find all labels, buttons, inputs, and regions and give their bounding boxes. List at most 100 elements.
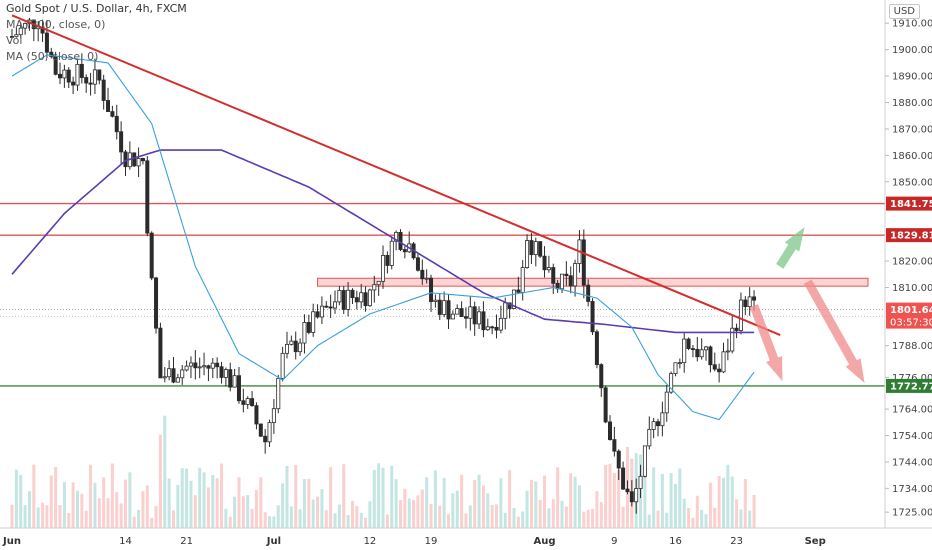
volume-bar bbox=[368, 501, 372, 528]
volume-bar bbox=[302, 479, 306, 528]
candle-body bbox=[603, 387, 608, 423]
volume-bar bbox=[106, 498, 110, 528]
volume-bar bbox=[163, 415, 167, 528]
volume-bar bbox=[704, 514, 708, 528]
time-tick-label: 16 bbox=[669, 536, 682, 547]
candle-body bbox=[629, 491, 634, 503]
volume-bar bbox=[115, 492, 119, 528]
candle-body bbox=[136, 158, 141, 167]
candle-body bbox=[647, 429, 652, 447]
price-tick-label: 1810.00 bbox=[892, 283, 932, 294]
volume-bar bbox=[551, 499, 555, 528]
candle-body bbox=[730, 327, 735, 352]
candle-body bbox=[507, 302, 512, 309]
candle-body bbox=[350, 289, 355, 299]
volume-bar bbox=[621, 506, 625, 528]
candle-body bbox=[162, 376, 167, 379]
volume-bar bbox=[32, 464, 36, 528]
candle-body bbox=[752, 296, 757, 301]
price-tick-label: 1910.00 bbox=[892, 19, 932, 30]
label-resistance-1: 1841.75 bbox=[890, 199, 932, 210]
label-resistance-2: 1829.81 bbox=[890, 231, 932, 242]
volume-bar bbox=[534, 481, 538, 528]
candle-body bbox=[437, 299, 442, 315]
candle-body bbox=[306, 322, 311, 333]
candle-body bbox=[106, 100, 111, 112]
candle-body bbox=[9, 36, 14, 38]
volume-bar bbox=[241, 496, 245, 528]
candle-body bbox=[498, 317, 503, 331]
volume-bar bbox=[150, 517, 154, 528]
resistance-zone bbox=[317, 277, 869, 287]
candle-body bbox=[586, 284, 591, 302]
candle-body bbox=[367, 289, 372, 307]
volume-bar bbox=[19, 475, 23, 528]
price-tick-label: 1725.00 bbox=[892, 508, 932, 519]
volume-bar bbox=[84, 510, 88, 528]
volume-bar bbox=[259, 477, 263, 528]
candle-body bbox=[376, 280, 381, 286]
arrow-up-shape bbox=[776, 227, 805, 269]
candle-body bbox=[381, 255, 386, 282]
legend-ma50: MA (50, close, 0) bbox=[6, 50, 99, 63]
price-tick-label: 1860.00 bbox=[892, 151, 932, 162]
volume-bar bbox=[333, 513, 337, 528]
volume-bar bbox=[573, 476, 577, 528]
candle-body bbox=[525, 240, 530, 268]
candle-body bbox=[44, 32, 49, 53]
volume-bar bbox=[429, 503, 433, 528]
candle-body bbox=[546, 267, 551, 271]
candle-body bbox=[363, 292, 368, 307]
time-tick-label: 9 bbox=[611, 536, 617, 547]
volume-bar bbox=[206, 487, 210, 528]
candle-body bbox=[359, 292, 364, 303]
candle-body bbox=[372, 284, 377, 291]
candle-body bbox=[23, 23, 28, 29]
candle-body bbox=[71, 81, 76, 86]
candle-body bbox=[271, 408, 276, 423]
candle-body bbox=[468, 306, 473, 319]
volume-bar bbox=[176, 484, 180, 528]
volume-bar bbox=[708, 482, 712, 528]
volume-bar bbox=[350, 501, 354, 528]
candle-body bbox=[154, 277, 159, 329]
label-resistance-1-bg bbox=[886, 196, 932, 211]
candle-body bbox=[402, 249, 407, 253]
volume-bar bbox=[211, 474, 215, 528]
volume-bar bbox=[695, 495, 699, 528]
price-tick-label: 1734.00 bbox=[892, 484, 932, 495]
volume-bar bbox=[102, 477, 106, 528]
volume-bar bbox=[294, 464, 298, 528]
candle-body bbox=[529, 240, 534, 256]
volume-bar bbox=[560, 500, 564, 528]
candle-body bbox=[690, 348, 695, 350]
volume-bar bbox=[154, 506, 158, 528]
volume-bar bbox=[556, 467, 560, 528]
volume-bar bbox=[359, 512, 363, 528]
volume-bar bbox=[67, 513, 71, 528]
candle-body bbox=[315, 311, 320, 318]
label-support: 1772.77 bbox=[890, 381, 932, 392]
volume-bar bbox=[390, 465, 394, 528]
volume-bars bbox=[10, 415, 756, 528]
volume-bar bbox=[189, 480, 193, 528]
volume-bar bbox=[721, 477, 725, 528]
volume-bar bbox=[582, 511, 586, 528]
candle-body bbox=[634, 488, 639, 503]
candle-body bbox=[123, 151, 128, 168]
currency-badge[interactable]: USD bbox=[888, 4, 920, 19]
volume-bar bbox=[254, 489, 258, 528]
trendline bbox=[11, 14, 781, 336]
candle-body bbox=[459, 308, 464, 318]
candle-body bbox=[533, 241, 538, 256]
volume-bar bbox=[673, 483, 677, 528]
volume-bar bbox=[289, 506, 293, 528]
volume-bar bbox=[752, 494, 756, 528]
candle-body bbox=[450, 313, 455, 320]
volume-bar bbox=[564, 506, 568, 528]
volume-bar bbox=[75, 490, 79, 528]
candle-body bbox=[442, 300, 447, 315]
candle-body bbox=[267, 422, 272, 443]
volume-bar bbox=[394, 479, 398, 528]
